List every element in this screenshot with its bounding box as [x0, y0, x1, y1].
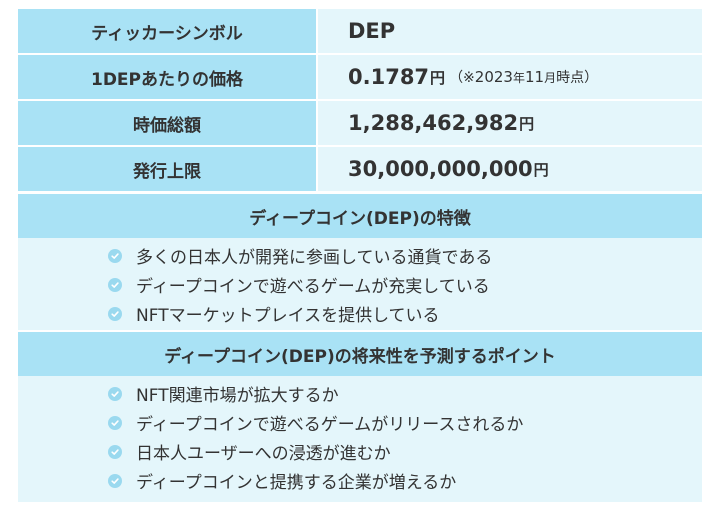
- list-item: NFT関連市場が拡大するか: [108, 379, 523, 408]
- ticker-value: DEP: [348, 19, 396, 43]
- list-item: NFTマーケットプレイスを提供している: [108, 299, 492, 328]
- forecast-list: NFT関連市場が拡大するか ディープコインで遊べるゲームがリリースされるか 日本…: [108, 379, 523, 495]
- row-label: 時価総額: [18, 101, 316, 145]
- check-circle-icon: [108, 248, 122, 263]
- check-circle-icon: [108, 415, 122, 430]
- check-circle-icon: [108, 386, 122, 401]
- table-row-ticker: ティッカーシンボル DEP: [18, 9, 702, 53]
- price-note: （※2023年11月時点）: [449, 68, 599, 86]
- price-value: 0.1787: [348, 65, 430, 89]
- table-row-price: 1DEPあたりの価格 0.1787 円 （※2023年11月時点）: [18, 55, 702, 99]
- features-body: 多くの日本人が開発に参画している通貨である ディープコインで遊べるゲームが充実し…: [18, 238, 702, 330]
- supply-cap-value: 30,000,000,000: [348, 157, 533, 181]
- list-item: 日本人ユーザーへの浸透が進むか: [108, 437, 523, 466]
- row-label: 発行上限: [18, 147, 316, 191]
- table-row-market-cap: 時価総額 1,288,462,982 円: [18, 101, 702, 145]
- price-unit: 円: [430, 68, 446, 87]
- check-circle-icon: [108, 444, 122, 459]
- check-circle-icon: [108, 473, 122, 488]
- row-value: 30,000,000,000 円: [318, 147, 702, 191]
- check-circle-icon: [108, 306, 122, 321]
- forecast-heading: ディープコイン(DEP)の将来性を予測するポイント: [18, 332, 702, 376]
- table-row-supply-cap: 発行上限 30,000,000,000 円: [18, 147, 702, 191]
- forecast-body: NFT関連市場が拡大するか ディープコインで遊べるゲームがリリースされるか 日本…: [18, 376, 702, 502]
- list-item: ディープコインで遊べるゲームがリリースされるか: [108, 408, 523, 437]
- features-list: 多くの日本人が開発に参画している通貨である ディープコインで遊べるゲームが充実し…: [108, 241, 492, 328]
- row-label: ティッカーシンボル: [18, 9, 316, 53]
- list-item: ディープコインと提携する企業が増えるか: [108, 466, 523, 495]
- info-table: ティッカーシンボル DEP 1DEPあたりの価格 0.1787 円 （※2023年…: [18, 9, 702, 193]
- row-value: 0.1787 円 （※2023年11月時点）: [318, 55, 702, 99]
- row-value: DEP: [318, 9, 702, 53]
- row-label: 1DEPあたりの価格: [18, 55, 316, 99]
- check-circle-icon: [108, 277, 122, 292]
- list-item: ディープコインで遊べるゲームが充実している: [108, 270, 492, 299]
- list-item: 多くの日本人が開発に参画している通貨である: [108, 241, 492, 270]
- market-cap-unit: 円: [519, 114, 535, 133]
- supply-cap-unit: 円: [533, 160, 549, 179]
- features-heading: ディープコイン(DEP)の特徴: [18, 194, 702, 238]
- market-cap-value: 1,288,462,982: [348, 111, 519, 135]
- row-value: 1,288,462,982 円: [318, 101, 702, 145]
